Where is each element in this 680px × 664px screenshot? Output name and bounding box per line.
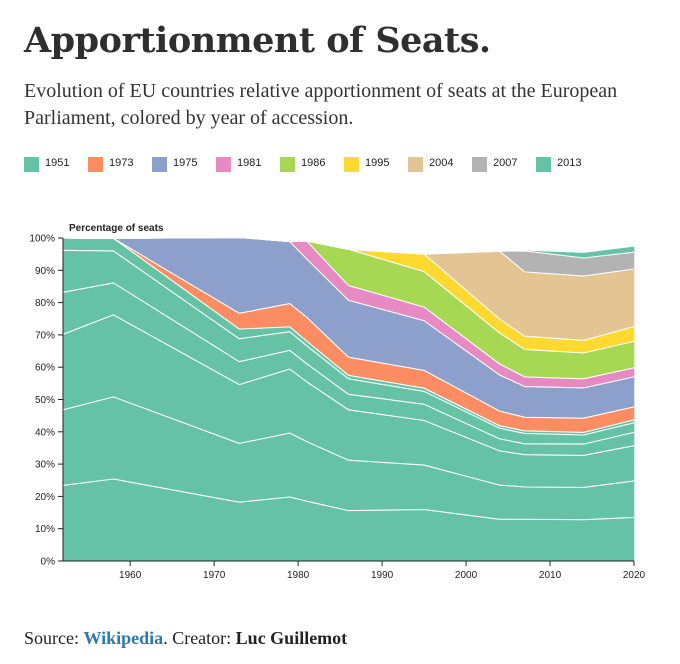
y-tick-label: 10% — [35, 524, 55, 535]
x-tick-label: 1970 — [203, 570, 226, 581]
legend-label: 2004 — [429, 157, 454, 169]
x-tick-label: 2010 — [539, 570, 562, 581]
y-tick-label: 70% — [35, 330, 55, 341]
legend-swatch — [280, 157, 295, 172]
legend-label: 1981 — [237, 157, 262, 169]
stacked-area-chart: 1960 1970 1980 1990 2000 2010 2020 0% 10% 20% 30% 4… — [29, 223, 645, 582]
y-tick-label: 40% — [35, 427, 55, 438]
y-axis-label: Percentage of seats — [69, 223, 164, 234]
legend-swatch — [408, 157, 423, 172]
legend-swatch — [344, 157, 359, 172]
source-link[interactable]: Wikipedia — [83, 628, 164, 648]
legend-swatch — [472, 157, 487, 172]
legend-swatch — [152, 157, 167, 172]
legend-swatch — [216, 157, 231, 172]
series-boundary-line — [62, 249, 635, 436]
x-tick-label: 1980 — [287, 570, 310, 581]
y-tick-label: 0% — [41, 557, 56, 568]
legend-label: 2007 — [493, 157, 518, 169]
y-tick-label: 30% — [35, 460, 55, 471]
creator-name: Luc Guillemot — [235, 628, 348, 648]
series-boundary-line — [62, 396, 635, 488]
series-boundary-line — [62, 282, 635, 445]
page-subtitle: Evolution of EU countries relative appor… — [24, 80, 618, 129]
source-prefix: Source: — [24, 628, 79, 648]
y-tick-label: 60% — [35, 363, 55, 374]
legend-swatch — [536, 157, 551, 172]
series-boundary-line — [62, 237, 635, 419]
series-boundary-line — [62, 237, 635, 433]
y-tick-label: 90% — [35, 266, 55, 277]
legend-label: 1975 — [173, 157, 198, 169]
legend-label: 1951 — [45, 157, 70, 169]
legend-swatch — [24, 157, 39, 172]
y-tick-label: 20% — [35, 492, 55, 503]
x-tick-label: 2000 — [455, 570, 478, 581]
page-title: Apportionment of Seats. — [24, 20, 491, 61]
series-boundary-line — [62, 236, 635, 259]
x-tick-label: 1990 — [371, 570, 394, 581]
y-tick-label: 80% — [35, 298, 55, 309]
legend-swatch — [88, 157, 103, 172]
series-boundary-line — [62, 478, 635, 521]
legend-label: 1973 — [109, 157, 134, 169]
y-tick-label: 50% — [35, 395, 55, 406]
series-boundary-line — [62, 314, 635, 456]
chart-axes: 1960 1970 1980 1990 2000 2010 2020 0% 10% 20% 30% 4… — [29, 234, 645, 582]
legend-label: 1995 — [365, 157, 390, 169]
series-boundary-lines — [62, 236, 635, 521]
y-tick-label: 100% — [29, 234, 55, 245]
x-tick-label: 2020 — [623, 570, 646, 581]
chart-footer: Source: Wikipedia. Creator: Luc Guillemo… — [24, 628, 347, 649]
x-tick-label: 1960 — [119, 570, 142, 581]
legend-label: 2013 — [557, 157, 582, 169]
area-layers — [62, 237, 635, 562]
creator-prefix: . Creator: — [163, 628, 232, 648]
legend-label: 1986 — [301, 157, 326, 169]
